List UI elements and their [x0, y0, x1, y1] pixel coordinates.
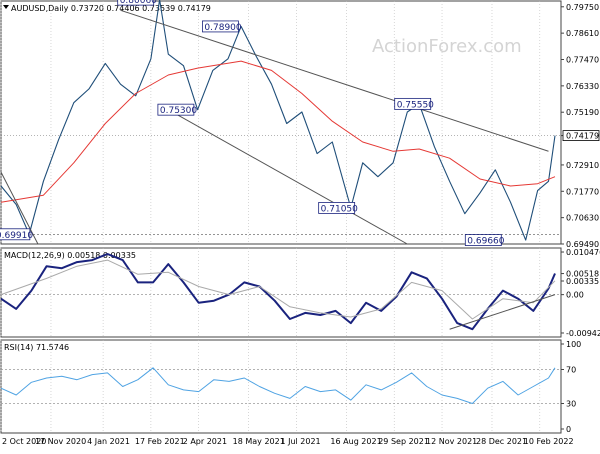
price-annotation-box — [394, 97, 432, 110]
y-tick-label: 0.75190 — [566, 108, 599, 117]
x-tick-label: 17 Feb 2021 — [135, 437, 185, 446]
y-tick-label: 0.70630 — [566, 214, 599, 223]
price-annotation-box — [464, 234, 502, 246]
price-annotation: 0.75550 — [397, 100, 434, 110]
price-annotation: 0.75300 — [160, 106, 197, 116]
x-tick-label: 17 Nov 2020 — [35, 437, 86, 446]
rsi-panel-header: RSI(14) 71.5746 — [4, 343, 69, 352]
y-tick-label: 70 — [566, 366, 576, 375]
y-tick-label-box — [562, 130, 600, 141]
macd-panel-header: MACD(12,26,9) 0.00518 0.00335 — [4, 251, 136, 260]
y-tick-label: -0.009426 — [566, 329, 600, 338]
x-tick-label: 2 Oct 2020 — [2, 437, 46, 446]
label-layer: 0.69910 0.80060 0.78900 0.75300 0.71050 0.755… — [0, 0, 505, 247]
x-tick-label: 12 Nov 2021 — [426, 437, 477, 446]
series-line-macd — [0, 253, 556, 331]
price-panel-header: AUDUSD,Daily 0.73720 0.74406 0.73539 0.7… — [11, 4, 211, 13]
y-tick-label: 100 — [566, 340, 581, 349]
y-tick-label: 0.010476 — [566, 248, 600, 257]
x-tick-label: 28 Dec 2021 — [476, 437, 527, 446]
price-annotation: 0.69910 — [0, 231, 33, 241]
watermark: ActionForex.com — [372, 36, 522, 57]
trendline — [449, 294, 556, 330]
trendline — [168, 109, 408, 245]
rsi-panel — [0, 339, 562, 434]
series-line-signal — [0, 259, 556, 320]
price-annotation-box — [157, 103, 195, 116]
y-tick-label: 0.00 — [566, 291, 584, 300]
y-tick-label: 0 — [566, 425, 571, 434]
series-line-rsi — [0, 367, 556, 404]
y-tick-label: 0.76330 — [566, 82, 599, 91]
y-tick-label: 0.78610 — [566, 29, 599, 38]
price-annotation: 0.78900 — [204, 23, 241, 33]
x-tick-label: 1 Jul 2021 — [280, 437, 320, 446]
x-tick-label: 2 Apr 2021 — [183, 437, 227, 446]
y-tick-label: 0.72910 — [566, 161, 599, 170]
price-annotation-box — [202, 20, 239, 33]
trendline — [120, 9, 549, 152]
trendline — [0, 171, 39, 245]
collapse-arrow-icon[interactable] — [3, 5, 9, 9]
x-tick-label: 29 Sep 2021 — [378, 437, 429, 446]
y-tick-label: 0.00518 — [566, 270, 599, 279]
series-line-audusd — [0, 0, 556, 241]
y-tick-label: 30 — [566, 400, 576, 409]
price-annotation: 0.71050 — [321, 204, 358, 214]
grid-layer — [0, 1, 561, 433]
y-tick-label: 0.00335 — [566, 277, 599, 286]
price-annotation: 0.69660 — [467, 237, 504, 247]
y-tick-label: 0.77470 — [566, 55, 599, 64]
x-tick-label: 4 Jan 2021 — [87, 437, 130, 446]
x-tick-label: 10 Feb 2022 — [524, 437, 574, 446]
price-annotation-box — [0, 228, 31, 241]
series-line-ma — [0, 60, 556, 203]
y-tick-label: 0.79750 — [566, 3, 599, 12]
price-panel — [0, 0, 562, 245]
price-annotation-box — [117, 0, 155, 6]
price-annotation-box — [318, 202, 356, 214]
series-layer — [0, 0, 556, 404]
x-tick-label: 18 May 2021 — [233, 437, 285, 446]
y-tick-label: 0.69490 — [566, 240, 599, 249]
y-tick-label: 0.71770 — [566, 187, 599, 196]
x-tick-label: 16 Aug 2021 — [330, 437, 381, 446]
y-tick-label: 0.74179 — [566, 132, 599, 141]
price-annotation: 0.80060 — [120, 0, 157, 6]
